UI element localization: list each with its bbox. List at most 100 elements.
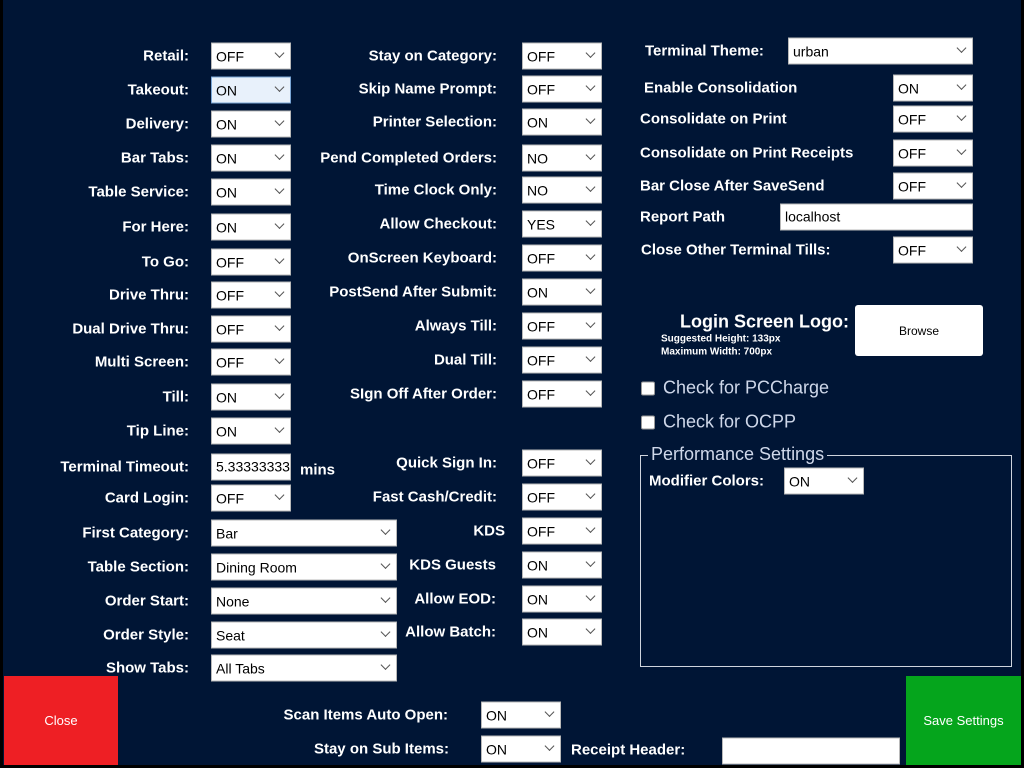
select-first-category[interactable]: Bar (211, 519, 397, 547)
select-for-here[interactable]: ON (211, 213, 291, 241)
select-printer-selection[interactable]: ON (522, 108, 602, 136)
chevron-down-icon (585, 455, 596, 465)
select-bar-close-after-savesend[interactable]: OFF (893, 172, 973, 200)
chevron-down-icon (274, 150, 285, 160)
select-allow-checkout[interactable]: YES (522, 210, 602, 238)
select-delivery[interactable]: ON (211, 110, 291, 138)
select-time-clock-only[interactable]: NO (522, 176, 602, 204)
chevron-down-icon (585, 591, 596, 601)
label-postsend-after-submit: PostSend After Submit: (329, 283, 497, 301)
checkbox-box[interactable] (641, 381, 655, 395)
select-quick-sign-in[interactable]: OFF (522, 449, 602, 477)
select-table-section[interactable]: Dining Room (211, 553, 397, 581)
save-settings-button[interactable]: Save Settings (906, 676, 1021, 765)
label-takeout: Takeout: (127, 81, 189, 99)
selected-value: OFF (898, 145, 926, 161)
checkbox-box[interactable] (641, 415, 655, 429)
chevron-down-icon (956, 111, 967, 121)
select-tip-line[interactable]: ON (211, 417, 291, 445)
chevron-down-icon (274, 490, 285, 500)
selected-value: YES (527, 216, 556, 232)
select-dual-drive-thru[interactable]: OFF (211, 315, 291, 343)
selected-value: NO (527, 182, 548, 198)
label-report-path: Report Path (640, 208, 726, 226)
select-consolidate-on-print-receipts[interactable]: OFF (893, 139, 973, 167)
select-kds-guests[interactable]: ON (522, 551, 602, 579)
label-allow-eod: Allow EOD: (414, 590, 496, 608)
select-stay-on-sub-items[interactable]: ON (481, 735, 561, 763)
label-sign-off-after-order: SIgn Off After Order: (350, 385, 497, 403)
select-retail[interactable]: OFF (211, 42, 291, 70)
select-takeout[interactable]: ON (211, 76, 291, 104)
select-table-service[interactable]: ON (211, 178, 291, 206)
selected-value: OFF (216, 321, 244, 337)
chevron-down-icon (274, 423, 285, 433)
label-show-tabs: Show Tabs: (105, 659, 189, 677)
selected-value: ON (527, 114, 548, 130)
select-always-till[interactable]: OFF (522, 312, 602, 340)
selected-value: OFF (216, 354, 244, 370)
report-path-input[interactable]: localhost (780, 203, 973, 231)
label-consolidate-on-print-receipts: Consolidate on Print Receipts (640, 144, 854, 162)
select-close-other-terminal-tills[interactable]: OFF (893, 236, 973, 264)
chevron-down-icon (585, 114, 596, 124)
select-skip-name-prompt[interactable]: OFF (522, 75, 602, 103)
chevron-down-icon (585, 523, 596, 533)
label-kds: KDS (473, 522, 505, 540)
selected-value: ON (789, 473, 810, 489)
receipt-header-input[interactable] (722, 737, 900, 765)
label-dual-till: Dual Till: (433, 351, 497, 369)
select-order-start[interactable]: None (211, 587, 397, 615)
checkbox-label: Check for OCPP (663, 411, 797, 432)
select-kds[interactable]: OFF (522, 517, 602, 545)
browse-button[interactable]: Browse (855, 305, 983, 356)
select-terminal-theme[interactable]: urban (788, 37, 973, 65)
select-stay-on-category[interactable]: OFF (522, 42, 602, 70)
selected-value: All Tabs (216, 660, 265, 676)
select-consolidate-on-print[interactable]: OFF (893, 105, 973, 133)
select-fast-cash-credit[interactable]: OFF (522, 483, 602, 511)
label-onscreen-keyboard: OnScreen Keyboard: (347, 249, 497, 267)
chevron-down-icon (585, 250, 596, 260)
select-allow-eod[interactable]: ON (522, 585, 602, 613)
chevron-down-icon (544, 707, 555, 717)
select-dual-till[interactable]: OFF (522, 346, 602, 374)
checkbox-check-for-ocpp[interactable]: Check for OCPP (641, 412, 796, 433)
select-bar-tabs[interactable]: ON (211, 144, 291, 172)
select-order-style[interactable]: Seat (211, 621, 397, 649)
select-scan-items-auto-open[interactable]: ON (481, 701, 561, 729)
selected-value: ON (216, 219, 237, 235)
select-allow-batch[interactable]: ON (522, 618, 602, 646)
label-table-section: Table Section: (87, 558, 189, 576)
close-button[interactable]: Close (4, 676, 118, 765)
select-enable-consolidation[interactable]: ON (893, 74, 973, 102)
performance-settings-title: Performance Settings (648, 444, 828, 465)
chevron-down-icon (380, 559, 391, 569)
select-pend-completed-orders[interactable]: NO (522, 144, 602, 172)
label-always-till: Always Till: (414, 317, 497, 335)
selected-value: OFF (527, 81, 555, 97)
label-for-here: For Here: (122, 218, 189, 236)
select-drive-thru[interactable]: OFF (211, 281, 291, 309)
chevron-down-icon (380, 660, 391, 670)
logo-hint-width: Maximum Width: 700px (661, 346, 773, 358)
select-modifier-colors[interactable]: ON (784, 467, 864, 495)
label-consolidate-on-print: Consolidate on Print (640, 110, 787, 128)
selected-value: OFF (527, 318, 555, 334)
chevron-down-icon (585, 386, 596, 396)
select-postsend-after-submit[interactable]: ON (522, 278, 602, 306)
select-show-tabs[interactable]: All Tabs (211, 654, 397, 682)
select-onscreen-keyboard[interactable]: OFF (522, 244, 602, 272)
select-card-login[interactable]: OFF (211, 484, 291, 512)
label-till: Till: (162, 388, 189, 406)
chevron-down-icon (585, 352, 596, 362)
selected-value: ON (486, 741, 507, 757)
select-to-go[interactable]: OFF (211, 248, 291, 276)
checkbox-check-for-pccharge[interactable]: Check for PCCharge (641, 378, 829, 399)
terminal-timeout-input[interactable]: 5.33333333 (211, 453, 291, 481)
select-multi-screen[interactable]: OFF (211, 348, 291, 376)
select-sign-off-after-order[interactable]: OFF (522, 380, 602, 408)
select-till[interactable]: ON (211, 383, 291, 411)
chevron-down-icon (956, 242, 967, 252)
chevron-down-icon (274, 389, 285, 399)
